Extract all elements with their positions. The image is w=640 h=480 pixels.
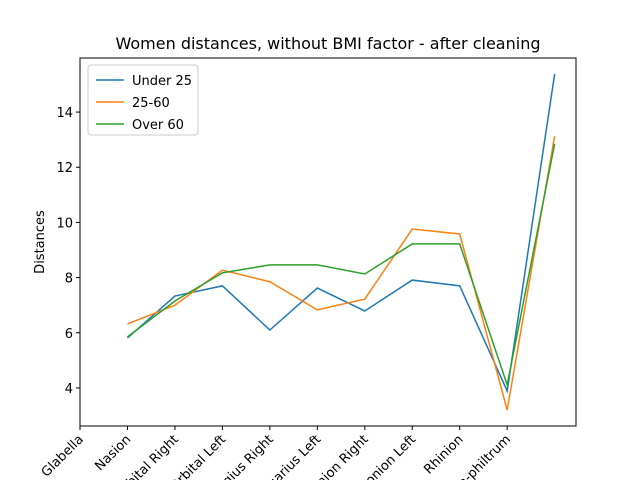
line <box>127 135 556 411</box>
line <box>127 143 556 388</box>
legend-label: 25-60 <box>132 96 170 111</box>
legend: Under 25 25-60 Over 60 <box>87 64 199 136</box>
y-tick-label: 14 <box>56 106 73 121</box>
x-tick-label: Rhinion <box>421 432 466 477</box>
y-tick-label: 10 <box>56 216 73 231</box>
x-tick-label: Glabella <box>39 432 87 480</box>
chart-title: Women distances, without BMI factor - af… <box>116 34 541 53</box>
y-tick-label: 4 <box>65 382 73 397</box>
legend-label: Under 25 <box>132 74 192 89</box>
axes-frame <box>79 57 577 427</box>
line <box>126 73 556 394</box>
y-tick-label: 6 <box>65 327 73 342</box>
y-axis-label: Distances <box>33 210 48 274</box>
y-tick-label: 8 <box>65 272 73 287</box>
x-tick-label: Nasion <box>92 432 134 474</box>
y-tick-label: 12 <box>56 161 73 176</box>
legend-label: Over 60 <box>132 118 184 133</box>
legend-box <box>87 64 199 136</box>
